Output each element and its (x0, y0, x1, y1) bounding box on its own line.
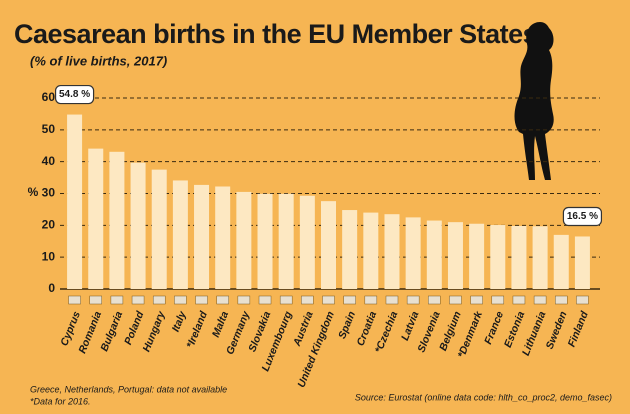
bar (194, 184, 210, 289)
bar (172, 180, 188, 289)
value-label-box (562, 206, 603, 227)
bar (574, 236, 590, 289)
flag-icon (301, 295, 314, 305)
flag-icon (364, 295, 378, 305)
flag-icon (449, 295, 462, 305)
bar (426, 220, 442, 289)
bar (363, 212, 379, 289)
bar (321, 201, 336, 289)
y-tick-label: 0 (48, 281, 55, 295)
chart-subtitle: (% of live births, 2017) (30, 53, 167, 68)
source: Source: Eurostat (online data code: hlth… (355, 392, 612, 402)
flag-icon (279, 295, 293, 305)
flag-icon (428, 295, 441, 305)
flag-icon (555, 295, 568, 305)
flag-icon (89, 295, 102, 305)
chart-title: Caesarean births in the EU Member States (14, 19, 537, 49)
bar (490, 225, 506, 289)
flag-icon (470, 295, 483, 305)
flag-icon (491, 295, 505, 305)
bar (236, 191, 252, 289)
bar (553, 234, 569, 289)
bar (299, 195, 315, 289)
bar (342, 210, 358, 289)
bar (130, 162, 146, 289)
value-label: 54.8 % (59, 89, 90, 100)
flag-icon (131, 295, 145, 305)
note: *Data for 2016. (30, 396, 91, 406)
bar (384, 214, 400, 289)
bar (88, 148, 104, 289)
flag-icon (110, 295, 124, 305)
bar (109, 151, 125, 289)
value-label: 16.5 % (567, 211, 598, 222)
y-tick-label: 20 (42, 218, 56, 232)
bar (278, 193, 294, 289)
bar (469, 223, 485, 289)
y-tick-label: 60 (42, 90, 56, 104)
flag-icon (174, 295, 187, 305)
y-tick-label: 30 (42, 186, 56, 200)
bar (151, 169, 167, 289)
flag-icon (533, 295, 547, 305)
pregnant-silhouette (514, 22, 554, 180)
flag-icon (258, 295, 272, 305)
note: Greece, Netherlands, Portugal: data not … (30, 384, 227, 394)
bar (215, 186, 231, 289)
flag-icon (237, 295, 251, 305)
bar (257, 193, 273, 289)
flag-icon (576, 295, 589, 305)
y-tick-label: 40 (42, 154, 56, 168)
bar (447, 222, 463, 289)
bar (405, 217, 421, 289)
bar (532, 226, 548, 289)
value-label-box (54, 84, 95, 105)
flag-icon (216, 295, 229, 305)
flag-icon (195, 295, 208, 305)
y-axis-label: % (28, 185, 39, 199)
flag-icon (385, 295, 399, 305)
flag-icon (512, 295, 526, 305)
flag-icon (406, 295, 420, 305)
y-tick-label: 50 (42, 122, 56, 136)
flag-icon (68, 295, 81, 305)
flag-icon (322, 295, 335, 305)
flag-icon (152, 295, 166, 305)
bar (511, 225, 527, 289)
bar (67, 114, 83, 289)
flag-icon (343, 295, 356, 305)
y-tick-label: 10 (42, 249, 56, 263)
